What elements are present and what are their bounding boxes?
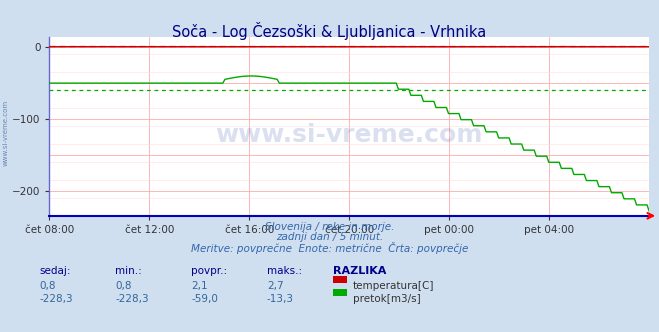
Text: maks.:: maks.: <box>267 266 302 276</box>
Text: -13,3: -13,3 <box>267 294 294 304</box>
Text: -59,0: -59,0 <box>191 294 218 304</box>
Text: min.:: min.: <box>115 266 142 276</box>
Text: 2,7: 2,7 <box>267 281 283 290</box>
Text: temperatura[C]: temperatura[C] <box>353 281 434 290</box>
Text: zadnji dan / 5 minut.: zadnji dan / 5 minut. <box>276 232 383 242</box>
Text: -228,3: -228,3 <box>115 294 149 304</box>
Text: pretok[m3/s]: pretok[m3/s] <box>353 294 420 304</box>
Text: povpr.:: povpr.: <box>191 266 227 276</box>
Text: Soča - Log Čezsoški & Ljubljanica - Vrhnika: Soča - Log Čezsoški & Ljubljanica - Vrhn… <box>173 22 486 40</box>
Text: 0,8: 0,8 <box>115 281 132 290</box>
Text: RAZLIKA: RAZLIKA <box>333 266 386 276</box>
Text: -228,3: -228,3 <box>40 294 73 304</box>
Text: sedaj:: sedaj: <box>40 266 71 276</box>
Text: 2,1: 2,1 <box>191 281 208 290</box>
Text: Meritve: povprečne  Enote: metrične  Črta: povprečje: Meritve: povprečne Enote: metrične Črta:… <box>191 242 468 254</box>
Text: Slovenija / reke in morje.: Slovenija / reke in morje. <box>265 222 394 232</box>
Text: 0,8: 0,8 <box>40 281 56 290</box>
Text: www.si-vreme.com: www.si-vreme.com <box>215 123 483 147</box>
Text: www.si-vreme.com: www.si-vreme.com <box>2 100 9 166</box>
